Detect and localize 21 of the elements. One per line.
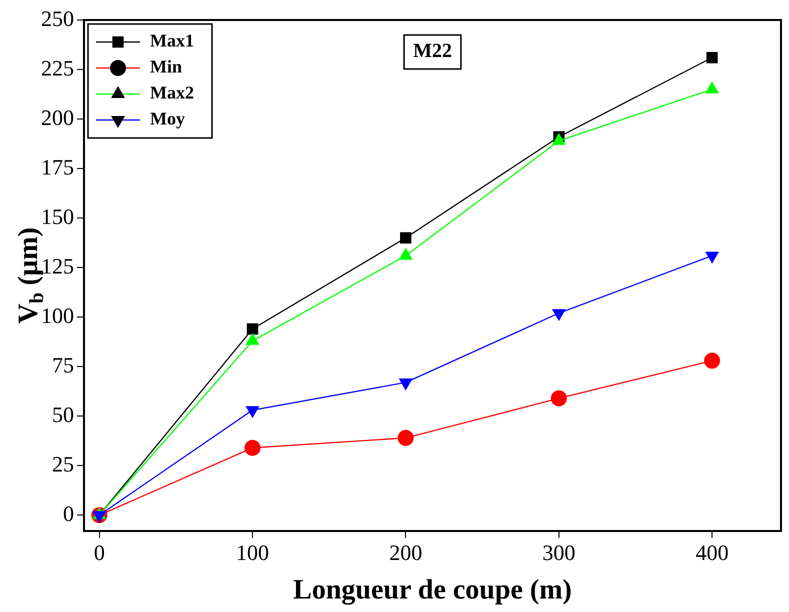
y-tick-label: 0 [63,500,74,526]
y-tick-label: 100 [41,302,74,328]
x-tick-label: 300 [542,540,576,565]
y-tick-label: 175 [41,154,74,180]
y-tick-label: 25 [52,451,74,476]
annotation: M22 [413,40,452,62]
x-axis-title: Longueur de coupe (m) [293,574,572,606]
y-tick-label: 250 [41,6,74,31]
y-tick-label: 225 [41,55,74,80]
legend-label: Max2 [150,82,194,103]
y-tick-label: 200 [41,104,74,130]
x-tick-label: 200 [389,540,422,565]
y-tick-label: 150 [41,204,74,229]
x-tick-label: 0 [94,540,105,565]
y-tick-label: 75 [52,352,74,378]
legend-label: Min [150,56,182,77]
y-tick-label: 50 [52,402,74,427]
x-tick-label: 400 [696,540,729,565]
x-tick-label: 100 [236,540,270,565]
legend-label: Max1 [150,30,194,51]
legend-label: Moy [150,108,185,129]
